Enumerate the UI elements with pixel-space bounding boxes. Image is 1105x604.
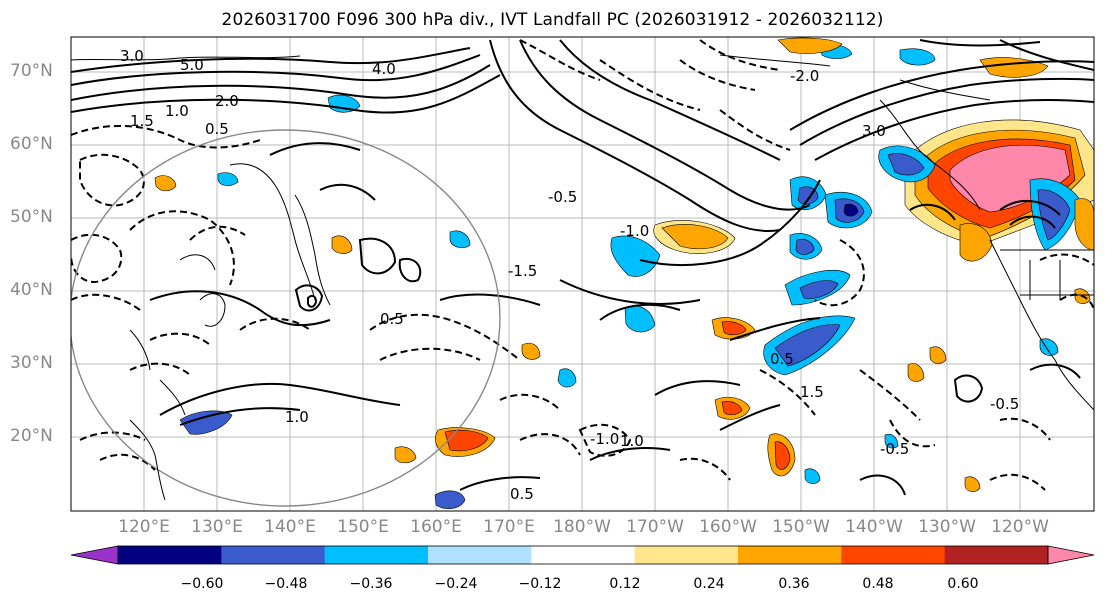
colorbar-segment <box>944 546 1049 564</box>
colorbar-tick-label: −0.36 <box>349 576 393 592</box>
lat-label-60: 60°N <box>10 134 53 154</box>
colorbar-tick-label: −0.60 <box>180 576 224 592</box>
lat-label-40: 40°N <box>10 280 53 300</box>
lon-label-160e: 160°E <box>410 517 462 537</box>
lat-label-50: 50°N <box>10 207 53 227</box>
contour-label: 4.0 <box>372 60 396 78</box>
contour-label: 3.0 <box>862 122 886 140</box>
colorbar-segment <box>531 546 636 564</box>
landfall-radius-circle <box>71 129 501 507</box>
lon-label-180w: 180°W <box>553 517 611 537</box>
lon-label-150e: 150°E <box>337 517 389 537</box>
contour-label: -0.5 <box>880 440 910 458</box>
contour-label: 1.0 <box>165 102 189 120</box>
contour-label: -1.0 <box>590 430 620 448</box>
colorbar-segment <box>738 546 842 564</box>
colorbar-segment <box>118 546 222 564</box>
colorbar-segment <box>841 546 946 564</box>
colorbar-outline <box>117 545 1049 565</box>
contour-label: -2.0 <box>790 67 820 85</box>
contour-label: 1.5 <box>130 112 154 130</box>
lon-label-140w: 140°W <box>845 517 903 537</box>
colorbar-extend-low <box>70 545 119 565</box>
contour-label: -0.5 <box>548 188 578 206</box>
colorbar-tick-label: −0.24 <box>434 576 478 592</box>
colorbar <box>70 545 1095 565</box>
contour-label: 0.5 <box>510 485 534 503</box>
lat-label-70: 70°N <box>10 61 53 81</box>
contour-label: 1.0 <box>620 432 644 450</box>
colorbar-tick-label: −0.12 <box>518 576 562 592</box>
colorbar-extend-high <box>1047 545 1095 565</box>
coastlines <box>71 54 1094 501</box>
colorbar-tick-label: −0.48 <box>264 576 308 592</box>
colorbar-tick-label: 0.36 <box>778 576 810 592</box>
colorbar-tick-label: 0.24 <box>693 576 725 592</box>
lon-label-150w: 150°W <box>772 517 830 537</box>
contour-label: -1.0 <box>620 222 650 240</box>
lon-label-160w: 160°W <box>699 517 757 537</box>
contour-label: 3.0 <box>120 47 144 65</box>
contour-label: 5.0 <box>180 56 204 74</box>
map-title: 2026031700 F096 300 hPa div., IVT Landfa… <box>221 10 884 30</box>
lat-label-20: 20°N <box>10 426 53 446</box>
lon-label-170e: 170°E <box>483 517 535 537</box>
colorbar-tick-label: 0.60 <box>947 576 979 592</box>
lon-label-130w: 130°W <box>918 517 976 537</box>
contour-label: 0.5 <box>380 310 404 328</box>
contour-label: 2.0 <box>215 92 239 110</box>
colorbar-segment <box>221 546 326 564</box>
contour-label: 0.5 <box>205 120 229 138</box>
colorbar-segment <box>324 546 429 564</box>
contours-negative <box>71 39 1094 491</box>
contour-label: 1.0 <box>285 408 309 426</box>
contour-label: 0.5 <box>770 350 794 368</box>
contour-label: -0.5 <box>990 395 1020 413</box>
colorbar-segment <box>428 546 532 564</box>
map-frame <box>70 36 1095 512</box>
colorbar-tick-label: 0.12 <box>609 576 641 592</box>
lon-label-140e: 140°E <box>264 517 316 537</box>
lon-label-120w: 120°W <box>991 517 1049 537</box>
lon-label-120e: 120°E <box>118 517 170 537</box>
lon-label-170w: 170°W <box>626 517 684 537</box>
contours-positive <box>71 39 1094 496</box>
contour-label: -1.5 <box>508 262 538 280</box>
colorbar-tick-label: 0.48 <box>862 576 894 592</box>
lon-label-130e: 130°E <box>191 517 243 537</box>
lat-label-30: 30°N <box>10 353 53 373</box>
colorbar-segment <box>634 546 739 564</box>
contour-label: 1.5 <box>800 383 824 401</box>
